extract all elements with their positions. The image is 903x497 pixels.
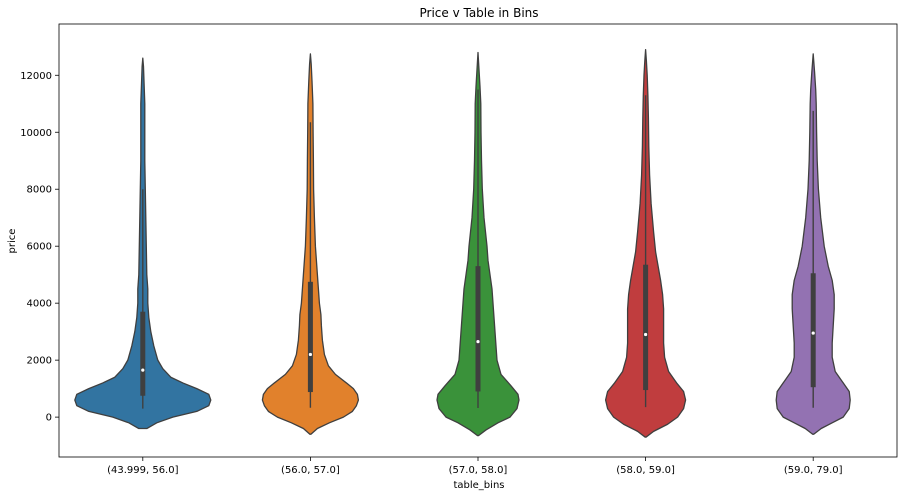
y-axis-label: price xyxy=(7,229,18,254)
y-tick-label: 2000 xyxy=(27,356,52,367)
violin-median-point xyxy=(141,368,145,372)
violin-median-point xyxy=(476,340,480,344)
violin-iqr-box xyxy=(475,266,481,392)
violin-group xyxy=(436,51,520,437)
violin-iqr-box xyxy=(307,281,313,393)
y-tick-label: 4000 xyxy=(27,299,52,310)
x-tick-label: (59.0, 79.0] xyxy=(784,465,843,476)
violin-iqr-box xyxy=(810,273,816,388)
violin-median-point xyxy=(644,332,648,337)
x-tick-label: (58.0, 59.0] xyxy=(616,465,675,476)
y-tick-label: 12000 xyxy=(20,71,52,82)
violin-group xyxy=(604,48,687,438)
axes-layer: 0 2000 4000 6000 8000 10000 12000 (43.999, 56.0… xyxy=(20,71,842,476)
x-tick-label: (43.999, 56.0] xyxy=(107,465,179,476)
y-tick-label: 0 xyxy=(46,413,52,424)
violin-median-point xyxy=(308,352,312,357)
x-tick-label: (56.0, 57.0] xyxy=(281,465,340,476)
violin-group xyxy=(775,53,851,435)
violin-group xyxy=(261,53,360,435)
violin-iqr-box xyxy=(643,264,649,391)
violins-layer xyxy=(74,48,851,438)
y-tick-label: 8000 xyxy=(27,185,52,196)
x-tick-label: (57.0, 58.0] xyxy=(449,465,508,476)
plot-frame xyxy=(58,23,898,458)
violin-median-point xyxy=(811,331,815,335)
y-tick-label: 10000 xyxy=(20,128,52,139)
violin-group xyxy=(74,57,212,430)
y-tick-label: 6000 xyxy=(27,242,52,253)
chart-title: Price v Table in Bins xyxy=(419,6,538,20)
x-axis-label: table_bins xyxy=(453,480,504,491)
violin-iqr-box xyxy=(140,311,146,396)
